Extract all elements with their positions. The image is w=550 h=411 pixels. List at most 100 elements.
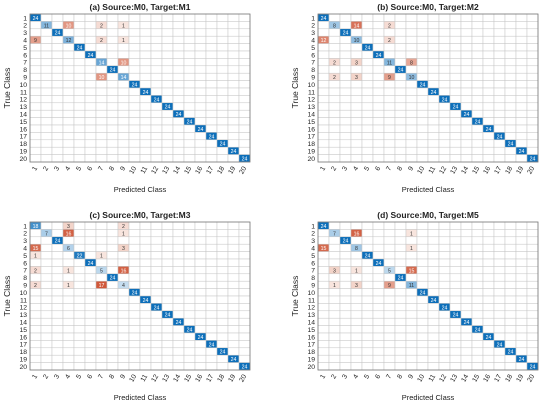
matrix-cell xyxy=(427,325,440,334)
matrix-cell xyxy=(227,80,240,89)
x-tick-label: 14 xyxy=(460,165,470,175)
matrix-cell xyxy=(194,340,207,349)
y-tick-label: 20 xyxy=(19,364,27,371)
matrix-cell xyxy=(394,310,407,319)
matrix-cell xyxy=(183,102,196,111)
matrix-cell xyxy=(117,65,130,74)
matrix-cell xyxy=(515,325,528,334)
matrix-cell xyxy=(95,243,108,252)
matrix-cell xyxy=(416,280,429,289)
matrix-cell xyxy=(227,35,240,44)
matrix-cell xyxy=(460,35,473,44)
cell-value-label: 12 xyxy=(66,38,72,44)
matrix-cell xyxy=(372,43,385,52)
matrix-cell xyxy=(317,332,330,341)
matrix-cell xyxy=(62,251,75,260)
matrix-cell xyxy=(84,243,97,252)
matrix-cell xyxy=(117,139,130,148)
matrix-cell xyxy=(449,95,462,104)
matrix-cell xyxy=(227,154,240,163)
matrix-cell xyxy=(29,124,42,133)
matrix-cell xyxy=(150,13,163,22)
matrix-cell xyxy=(150,258,163,267)
matrix-cell xyxy=(405,273,418,282)
y-axis-label: True Class xyxy=(2,68,12,109)
matrix-cell xyxy=(482,50,495,59)
matrix-cell xyxy=(350,43,363,52)
matrix-cell xyxy=(40,295,53,304)
matrix-cell xyxy=(84,340,97,349)
matrix-cell xyxy=(150,251,163,260)
matrix-cell xyxy=(526,50,539,59)
matrix-cell xyxy=(227,280,240,289)
matrix-cell xyxy=(482,317,495,326)
matrix-cell xyxy=(73,362,86,371)
matrix-cell xyxy=(394,50,407,59)
matrix-cell xyxy=(515,310,528,319)
matrix-cell xyxy=(139,303,152,312)
cell-value-label: 1 xyxy=(67,283,70,289)
matrix-cell xyxy=(62,87,75,96)
cell-value-label: 24 xyxy=(176,112,182,118)
matrix-cell xyxy=(73,258,86,267)
matrix-cell xyxy=(383,154,396,163)
matrix-cell xyxy=(205,266,218,275)
matrix-cell xyxy=(482,229,495,238)
matrix-cell xyxy=(493,362,506,371)
y-tick-label: 3 xyxy=(23,30,27,37)
matrix-cell xyxy=(427,243,440,252)
matrix-cell xyxy=(205,13,218,22)
x-tick-label: 16 xyxy=(194,165,204,175)
matrix-cell xyxy=(493,243,506,252)
matrix-cell xyxy=(405,347,418,356)
matrix-cell xyxy=(515,87,528,96)
matrix-cell xyxy=(238,229,251,238)
matrix-cell xyxy=(216,317,229,326)
matrix-cell xyxy=(460,124,473,133)
matrix-cell xyxy=(438,109,451,118)
matrix-cell xyxy=(51,102,64,111)
y-tick-label: 15 xyxy=(307,119,315,126)
matrix-cell xyxy=(515,21,528,30)
matrix-cell xyxy=(95,13,108,22)
matrix-cell xyxy=(51,266,64,275)
matrix-cell xyxy=(471,236,484,245)
y-tick-label: 3 xyxy=(311,30,315,37)
matrix-cell xyxy=(161,154,174,163)
matrix-cell xyxy=(515,35,528,44)
matrix-cell xyxy=(194,280,207,289)
x-tick-label: 17 xyxy=(493,373,503,383)
matrix-cell xyxy=(172,154,185,163)
matrix-cell xyxy=(194,21,207,30)
y-tick-label: 13 xyxy=(19,312,27,319)
y-axis-label: True Class xyxy=(290,68,300,109)
matrix-cell xyxy=(238,273,251,282)
x-tick-label: 3 xyxy=(53,165,61,172)
cell-value-label: 24 xyxy=(88,261,94,267)
matrix-cell xyxy=(172,288,185,297)
x-tick-label: 19 xyxy=(227,373,237,383)
matrix-cell xyxy=(515,243,528,252)
matrix-cell xyxy=(106,21,119,30)
matrix-cell xyxy=(183,310,196,319)
matrix-cell xyxy=(29,65,42,74)
matrix-cell xyxy=(526,243,539,252)
matrix-cell xyxy=(350,258,363,267)
matrix-cell xyxy=(482,243,495,252)
matrix-cell xyxy=(383,124,396,133)
matrix-cell xyxy=(460,65,473,74)
matrix-cell xyxy=(216,21,229,30)
matrix-cell xyxy=(194,80,207,89)
matrix-cell xyxy=(84,72,97,81)
matrix-cell xyxy=(73,221,86,230)
cell-value-label: 22 xyxy=(77,254,83,260)
matrix-cell xyxy=(161,354,174,363)
matrix-cell xyxy=(227,58,240,67)
x-tick-label: 14 xyxy=(172,373,182,383)
matrix-cell xyxy=(51,80,64,89)
matrix-cell xyxy=(427,303,440,312)
matrix-cell xyxy=(438,13,451,22)
matrix-cell xyxy=(328,43,341,52)
matrix-cell xyxy=(161,273,174,282)
